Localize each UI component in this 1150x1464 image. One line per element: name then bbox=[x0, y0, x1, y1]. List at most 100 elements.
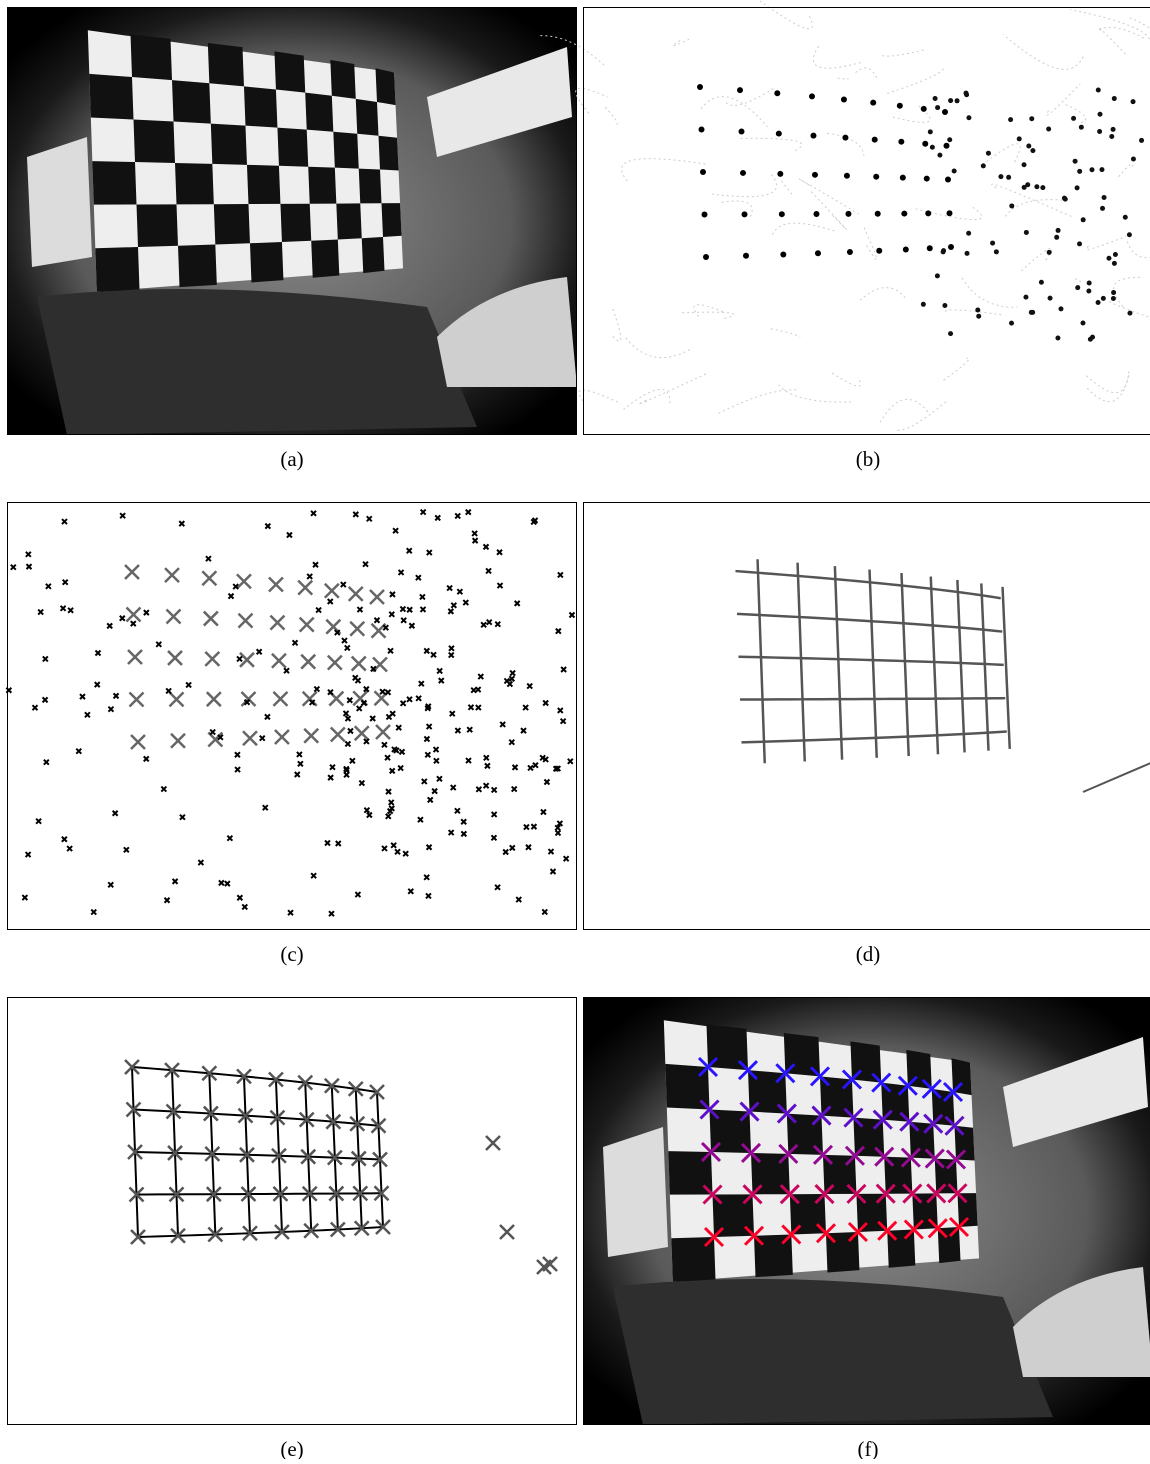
candidate-cross bbox=[237, 574, 251, 588]
noise-cross bbox=[426, 893, 431, 898]
clutter-dot bbox=[1075, 285, 1080, 290]
noise-cross bbox=[424, 875, 429, 880]
grid-curve bbox=[1003, 587, 1010, 749]
edge-trace bbox=[1127, 241, 1150, 257]
noise-cross bbox=[548, 849, 553, 854]
clutter-dot bbox=[928, 129, 933, 134]
noise-cross bbox=[114, 693, 119, 698]
edge-trace bbox=[624, 389, 670, 409]
edge-trace bbox=[757, 0, 812, 29]
board-square bbox=[175, 163, 214, 204]
noise-cross bbox=[544, 779, 549, 784]
corner-dot bbox=[815, 250, 821, 256]
corner-dot bbox=[813, 211, 819, 217]
board-square bbox=[359, 169, 382, 204]
noise-cross bbox=[390, 592, 395, 597]
corner-dot bbox=[925, 210, 931, 216]
noise-cross bbox=[427, 724, 432, 729]
noise-cross bbox=[257, 649, 262, 654]
noise-cross bbox=[95, 650, 100, 655]
noise-cross bbox=[484, 544, 489, 549]
grid-curve bbox=[741, 732, 1006, 743]
edge-trace bbox=[613, 308, 621, 341]
noise-cross bbox=[173, 879, 178, 884]
clutter-dot bbox=[1127, 311, 1132, 316]
board-square bbox=[280, 204, 311, 242]
noise-cross bbox=[455, 728, 460, 733]
clutter-dot bbox=[1080, 321, 1085, 326]
noise-cross bbox=[62, 837, 67, 842]
noise-cross bbox=[398, 766, 403, 771]
noise-cross bbox=[495, 622, 500, 627]
noise-cross bbox=[556, 629, 561, 634]
noise-cross bbox=[457, 589, 462, 594]
noise-cross bbox=[568, 759, 573, 764]
corner-dot bbox=[876, 248, 882, 254]
clutter-dot bbox=[966, 115, 971, 120]
noise-cross bbox=[527, 684, 532, 689]
clutter-dot bbox=[935, 105, 940, 110]
candidate-cross bbox=[130, 693, 144, 707]
board-square bbox=[336, 203, 361, 239]
noise-cross bbox=[455, 513, 460, 518]
board-square bbox=[382, 203, 402, 237]
panel-caption: (a) bbox=[280, 447, 303, 471]
noise-cross bbox=[26, 852, 31, 857]
clutter-dot bbox=[1111, 127, 1116, 132]
noise-cross bbox=[161, 787, 166, 792]
noise-cross bbox=[357, 706, 362, 711]
clutter-dot bbox=[1006, 175, 1011, 180]
noise-cross bbox=[295, 772, 300, 777]
edge-trace bbox=[1119, 164, 1133, 177]
noise-cross bbox=[564, 856, 569, 861]
board-square bbox=[330, 60, 355, 99]
noise-cross bbox=[235, 767, 240, 772]
board-square bbox=[178, 245, 217, 288]
candidate-cross bbox=[352, 657, 366, 671]
noise-cross bbox=[507, 682, 512, 687]
noise-cross bbox=[363, 562, 368, 567]
noise-cross bbox=[487, 620, 492, 625]
noise-cross bbox=[113, 811, 118, 816]
edge-trace bbox=[1086, 371, 1128, 393]
noise-cross bbox=[382, 742, 387, 747]
noise-cross bbox=[287, 532, 292, 537]
clutter-dot bbox=[1089, 167, 1094, 172]
noise-cross bbox=[63, 580, 68, 585]
corner-dot bbox=[742, 211, 748, 217]
corner-dot bbox=[900, 175, 906, 181]
noise-cross bbox=[389, 800, 394, 805]
noise-cross bbox=[476, 787, 481, 792]
noise-cross bbox=[509, 676, 514, 681]
floor-cloth bbox=[613, 1279, 1053, 1425]
candidate-cross bbox=[238, 614, 252, 628]
noise-cross bbox=[341, 582, 346, 587]
noise-cross bbox=[225, 881, 230, 886]
corner-dot bbox=[872, 137, 878, 143]
noise-cross bbox=[85, 712, 90, 717]
corner-dot bbox=[776, 131, 782, 137]
noise-cross bbox=[288, 910, 293, 915]
noise-cross bbox=[418, 817, 423, 822]
clutter-dot bbox=[1113, 252, 1118, 257]
noise-cross bbox=[393, 528, 398, 533]
edge-trace bbox=[855, 68, 877, 78]
clutter-dot bbox=[964, 91, 969, 96]
corner-dot bbox=[812, 172, 818, 178]
clutter-dot bbox=[1030, 148, 1035, 153]
noise-cross bbox=[388, 648, 393, 653]
edge-trace bbox=[673, 39, 689, 46]
corner-dot bbox=[743, 253, 749, 259]
noise-cross bbox=[336, 841, 341, 846]
noise-cross bbox=[448, 609, 453, 614]
edge-trace bbox=[701, 97, 767, 127]
noise-cross bbox=[407, 697, 412, 702]
noise-cross bbox=[311, 511, 316, 516]
panel bbox=[6, 503, 576, 930]
grid-curve bbox=[798, 563, 805, 762]
board-square bbox=[95, 247, 139, 292]
candidate-cross bbox=[273, 692, 287, 706]
edge-trace bbox=[859, 288, 906, 302]
noise-cross bbox=[166, 688, 171, 693]
noise-cross bbox=[386, 714, 391, 719]
